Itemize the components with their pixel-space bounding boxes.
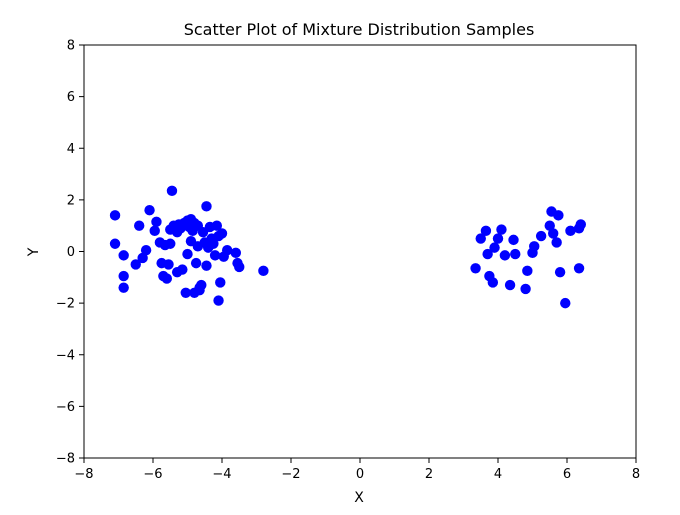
y-tick-label: −6 — [56, 400, 75, 415]
x-tick-label: −8 — [74, 467, 93, 482]
data-point — [166, 185, 178, 197]
data-point — [196, 279, 207, 291]
plot-frame — [83, 44, 637, 459]
y-tick-label: −4 — [56, 348, 75, 363]
data-point — [475, 233, 486, 244]
data-point — [234, 261, 245, 273]
data-point — [504, 279, 516, 291]
x-axis-label: X — [354, 490, 364, 506]
data-point — [208, 238, 219, 249]
data-point — [230, 247, 241, 258]
data-point — [180, 287, 191, 298]
y-tick-label: 8 — [67, 39, 75, 54]
data-point — [487, 277, 499, 288]
data-point — [109, 210, 121, 221]
data-point — [216, 228, 228, 239]
data-point — [480, 225, 492, 237]
data-point — [496, 224, 507, 235]
data-point — [118, 282, 129, 293]
data-point — [215, 277, 226, 288]
chart-title: Scatter Plot of Mixture Distribution Sam… — [184, 20, 535, 39]
data-point — [130, 259, 141, 270]
y-tick-label: 2 — [67, 193, 75, 208]
data-point — [165, 238, 176, 249]
data-point — [201, 260, 212, 271]
data-point — [560, 297, 571, 309]
data-point — [508, 234, 519, 246]
data-point — [551, 237, 562, 248]
data-point — [522, 265, 533, 277]
data-point — [565, 225, 576, 237]
data-point — [499, 250, 511, 261]
data-point — [529, 241, 540, 252]
y-tick-label: 4 — [67, 142, 75, 157]
x-tick-label: 6 — [563, 467, 571, 482]
axes-layer: −8 −6 −4 −2 0 2 4 6 8 −8 −6 −4 −2 0 2 4 6 8 — [56, 39, 640, 483]
data-point — [470, 263, 481, 274]
data-point — [482, 248, 493, 260]
data-point — [221, 245, 233, 256]
data-point — [548, 228, 559, 239]
data-point — [492, 233, 504, 244]
data-point — [544, 220, 555, 231]
data-point — [137, 252, 148, 264]
data-point — [573, 263, 585, 274]
data-point — [151, 216, 162, 228]
x-tick-label: −4 — [212, 467, 231, 482]
y-tick-label: −2 — [56, 297, 75, 312]
data-point — [109, 238, 121, 249]
data-point — [213, 295, 224, 306]
data-point — [161, 273, 172, 284]
data-point — [163, 259, 174, 270]
data-point — [211, 220, 223, 231]
x-tick-label: 8 — [632, 467, 640, 482]
x-tick-label: 0 — [356, 467, 364, 482]
data-point — [190, 257, 202, 269]
data-point — [258, 265, 269, 277]
y-tick-label: 0 — [67, 245, 75, 260]
points-layer — [109, 185, 586, 309]
data-point — [149, 225, 160, 237]
x-tick-label: 4 — [494, 467, 502, 482]
data-point — [520, 283, 531, 295]
data-point — [510, 248, 521, 260]
y-axis-label: Y — [26, 247, 42, 257]
y-tick-label: −8 — [56, 452, 75, 467]
x-tick-label: −6 — [143, 467, 162, 482]
data-point — [134, 220, 145, 231]
x-tick-label: 2 — [425, 467, 433, 482]
data-point — [489, 242, 500, 253]
data-point — [177, 264, 188, 275]
data-point — [553, 210, 564, 221]
data-point — [118, 250, 129, 261]
data-point — [209, 250, 221, 261]
x-tick-label: −2 — [281, 467, 300, 482]
data-point — [182, 248, 193, 260]
data-point — [535, 230, 547, 242]
data-point — [554, 266, 566, 278]
data-point — [140, 245, 152, 256]
data-point — [144, 205, 155, 216]
data-point — [118, 270, 129, 282]
y-tick-label: 6 — [67, 90, 75, 105]
data-point — [201, 201, 212, 212]
data-point — [575, 219, 586, 230]
